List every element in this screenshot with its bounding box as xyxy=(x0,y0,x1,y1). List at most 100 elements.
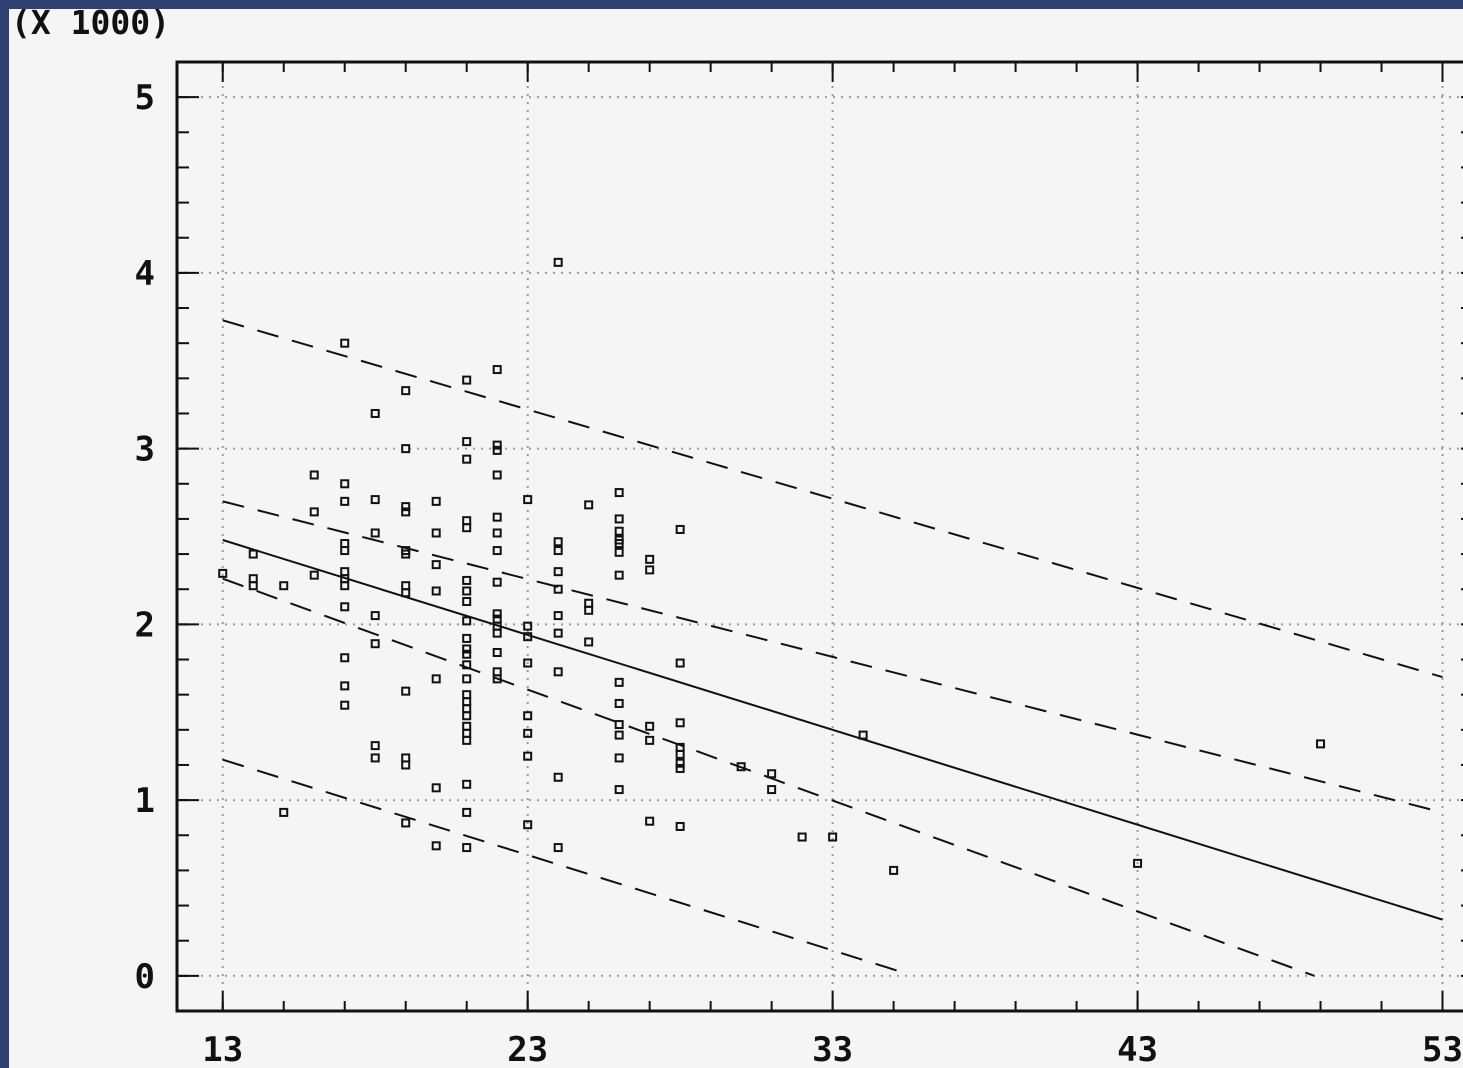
data-point xyxy=(340,479,350,489)
data-point xyxy=(523,728,533,738)
data-point xyxy=(462,516,472,526)
data-point xyxy=(736,762,746,772)
data-point xyxy=(340,539,350,549)
bands xyxy=(222,319,1443,977)
data-point xyxy=(492,445,502,455)
data-point xyxy=(248,549,258,559)
data-point xyxy=(492,528,502,538)
data-point xyxy=(462,779,472,789)
data-point xyxy=(462,674,472,684)
prediction-band-upper xyxy=(222,319,1443,679)
data-point xyxy=(675,821,685,831)
data-point xyxy=(614,753,624,763)
data-point xyxy=(645,554,655,564)
data-point xyxy=(431,560,441,570)
data-point xyxy=(401,507,411,517)
data-point xyxy=(340,700,350,710)
data-point xyxy=(370,408,380,418)
data-point xyxy=(462,375,472,385)
plot-frame xyxy=(175,60,1463,1013)
y-tick-label: 3 xyxy=(135,430,155,470)
data-point xyxy=(614,677,624,687)
data-point xyxy=(340,653,350,663)
data-point xyxy=(858,730,868,740)
data-point xyxy=(553,537,563,547)
x-tick-label: 53 xyxy=(1422,1030,1463,1068)
data-point xyxy=(218,568,228,578)
data-point xyxy=(401,444,411,454)
data-point xyxy=(431,528,441,538)
data-point xyxy=(523,658,533,668)
data-point xyxy=(462,633,472,643)
grid-lines xyxy=(177,62,1463,1011)
data-point xyxy=(553,257,563,267)
data-point xyxy=(462,690,472,700)
data-point xyxy=(675,763,685,773)
y-tick-label: 4 xyxy=(135,254,155,294)
prediction-band-lower xyxy=(222,758,904,974)
data-point xyxy=(462,807,472,817)
data-point xyxy=(462,704,472,714)
data-point xyxy=(492,628,502,638)
data-point xyxy=(614,720,624,730)
data-point xyxy=(767,769,777,779)
x-tick-label: 13 xyxy=(202,1030,243,1068)
data-point xyxy=(614,514,624,524)
data-point xyxy=(553,843,563,853)
data-point xyxy=(401,502,411,512)
chart-panel: (X 1000) 0 1 2 3 4 5 13 23 33 43 53 xyxy=(9,3,1463,1068)
data-point xyxy=(492,577,502,587)
data-point xyxy=(370,741,380,751)
data-point xyxy=(462,437,472,447)
data-point xyxy=(492,365,502,375)
data-point xyxy=(462,697,472,707)
data-point xyxy=(675,718,685,728)
data-point xyxy=(675,758,685,768)
data-point xyxy=(492,546,502,556)
data-point xyxy=(614,547,624,557)
data-point xyxy=(462,649,472,659)
data-point xyxy=(401,818,411,828)
data-point xyxy=(614,526,624,536)
data-point xyxy=(462,454,472,464)
data-point xyxy=(767,785,777,795)
data-point xyxy=(309,507,319,517)
data-point xyxy=(553,567,563,577)
data-point xyxy=(462,616,472,626)
x-tick-label: 43 xyxy=(1117,1030,1158,1068)
data-point xyxy=(828,832,838,842)
data-point xyxy=(431,496,441,506)
data-point xyxy=(462,735,472,745)
data-point xyxy=(370,495,380,505)
data-point xyxy=(492,470,502,480)
y-tick-label: 2 xyxy=(135,605,155,645)
data-point xyxy=(370,639,380,649)
data-point xyxy=(401,588,411,598)
data-point xyxy=(340,338,350,348)
data-point xyxy=(401,386,411,396)
data-point xyxy=(462,586,472,596)
data-point xyxy=(584,500,594,510)
data-point xyxy=(462,728,472,738)
data-point xyxy=(889,865,899,875)
x-tick-label: 23 xyxy=(507,1030,548,1068)
data-point xyxy=(614,730,624,740)
data-point xyxy=(431,586,441,596)
data-point xyxy=(523,751,533,761)
y-tick-label: 1 xyxy=(135,781,155,821)
y-tick-label: 5 xyxy=(135,78,155,118)
data-point xyxy=(279,807,289,817)
confidence-band-upper xyxy=(222,500,1443,814)
data-point xyxy=(340,681,350,691)
data-point xyxy=(492,609,502,619)
data-point xyxy=(279,581,289,591)
data-point xyxy=(553,772,563,782)
data-point xyxy=(492,674,502,684)
data-point xyxy=(614,785,624,795)
data-point xyxy=(370,528,380,538)
data-point xyxy=(553,584,563,594)
data-point xyxy=(401,753,411,763)
y-multiplier-label: (X 1000) xyxy=(11,3,170,42)
data-point xyxy=(462,523,472,533)
data-point xyxy=(645,721,655,731)
